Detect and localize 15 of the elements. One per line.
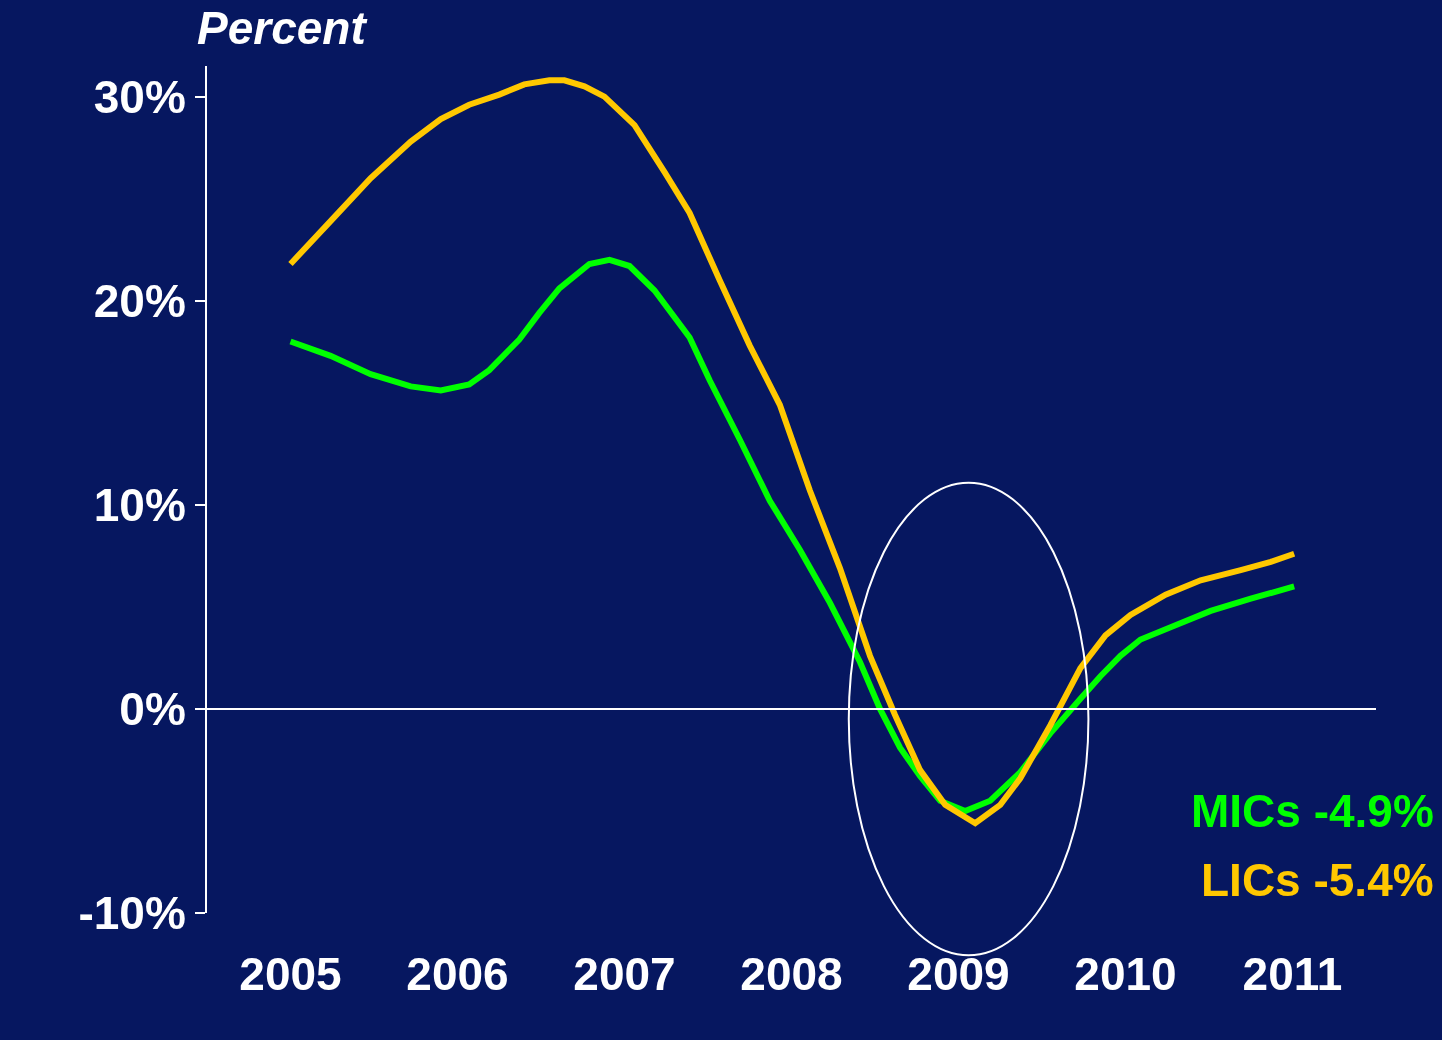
y-tick-label: 10% — [93, 478, 186, 531]
x-tick-label: 2010 — [1074, 948, 1177, 1000]
x-tick-label: 2005 — [239, 948, 342, 1000]
y-tick-label: 20% — [93, 274, 186, 327]
x-tick-label: 2009 — [907, 948, 1010, 1000]
text: MICs -4.9% — [1191, 785, 1434, 837]
x-tick-label: 2006 — [406, 948, 509, 1000]
y-axis-title: Percent — [197, 2, 368, 54]
y-tick-label: 0% — [119, 683, 186, 735]
x-tick-label: 2011 — [1242, 948, 1343, 1000]
x-tick-label: 2008 — [740, 948, 843, 1000]
y-tick-label: 30% — [93, 70, 186, 123]
x-tick-label: 2007 — [573, 948, 676, 1000]
y-tick-label: -10% — [78, 887, 186, 940]
text: LICs -5.4% — [1201, 854, 1434, 906]
